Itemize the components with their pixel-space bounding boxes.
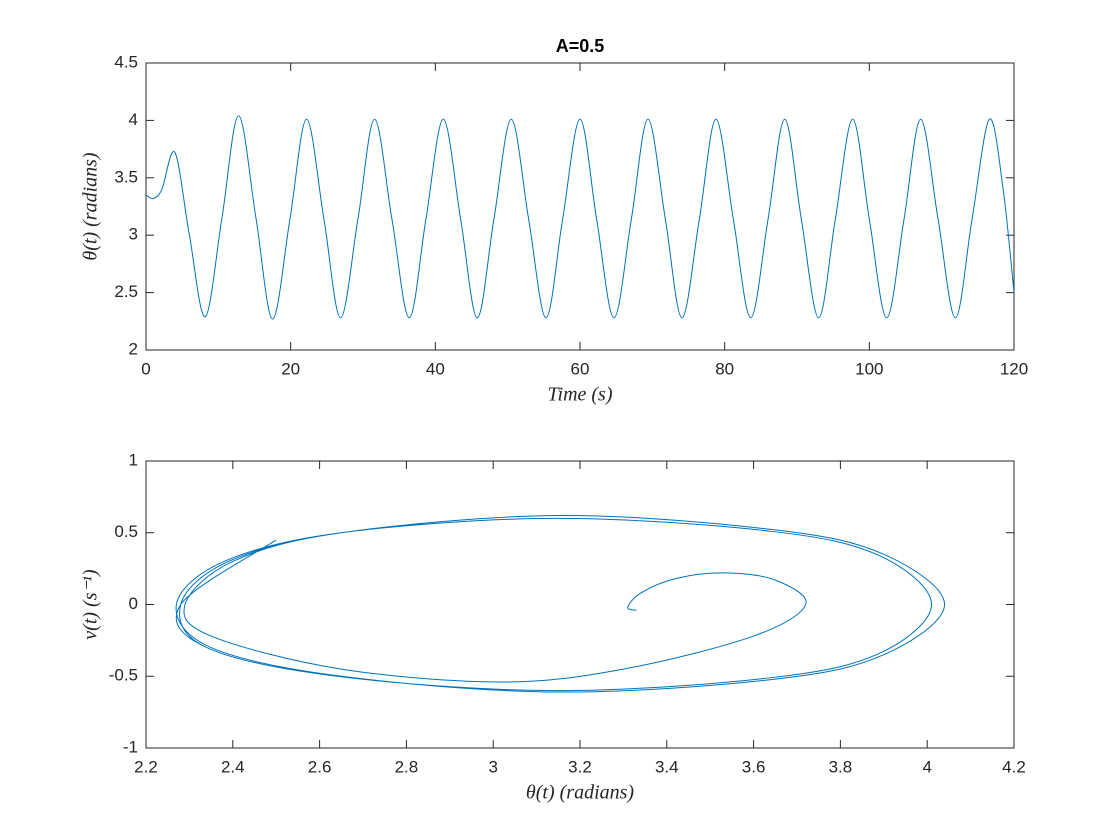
x-tick-label: 80 [715,359,734,378]
y-tick-label: 3.5 [114,167,138,186]
x-axis-label: θ(t) (radians) [526,782,634,804]
y-axis-label: θ(t) (radians) [80,152,102,260]
x-tick-label: 120 [1000,359,1028,378]
axes-box [145,460,1015,749]
y-tick-label: 2.5 [114,282,138,301]
x-tick-label: 3 [488,757,497,776]
chart-title: A=0.5 [556,36,605,56]
y-tick-label: 0 [129,594,138,613]
axes-box [145,62,1015,351]
x-axis-label: Time (s) [548,384,613,406]
x-tick-label: 4.2 [1002,757,1026,776]
x-tick-label: 4 [922,757,931,776]
x-tick-label: 2.6 [308,757,332,776]
x-tick-label: 2.4 [221,757,245,776]
y-tick-label: -0.5 [109,666,138,685]
y-tick-label: 3 [129,225,138,244]
y-tick-label: 0.5 [114,522,138,541]
x-tick-label: 3.8 [829,757,853,776]
x-tick-label: 2.2 [134,757,158,776]
y-tick-label: 4 [129,110,138,129]
x-tick-label: 3.4 [655,757,679,776]
x-tick-label: 0 [141,359,150,378]
x-tick-label: 2.8 [395,757,419,776]
data-line [145,115,1015,320]
x-tick-label: 100 [855,359,883,378]
x-tick-label: 40 [426,359,445,378]
x-tick-label: 20 [281,359,300,378]
x-tick-label: 60 [571,359,590,378]
data-line [175,515,946,693]
y-tick-label: -1 [123,737,138,756]
x-tick-label: 3.6 [742,757,766,776]
y-tick-label: 4.5 [114,52,138,71]
y-tick-label: 2 [129,339,138,358]
x-tick-label: 3.2 [568,757,592,776]
y-axis-label: v(t) (s⁻¹) [80,569,102,640]
y-tick-label: 1 [129,450,138,469]
